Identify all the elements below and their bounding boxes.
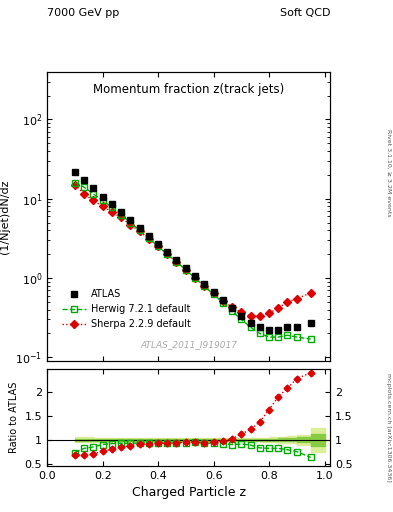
ATLAS [165, 249, 170, 255]
Herwig 7.2.1 default [211, 291, 216, 297]
Herwig 7.2.1 default [294, 334, 299, 340]
ATLAS [285, 324, 290, 330]
Sherpa 2.2.9 default [184, 266, 188, 272]
ATLAS [100, 194, 105, 200]
ATLAS [73, 168, 77, 175]
ATLAS [267, 327, 272, 333]
ATLAS [137, 225, 142, 231]
Herwig 7.2.1 default [309, 336, 313, 342]
Y-axis label: (1/Njet)dN/dz: (1/Njet)dN/dz [0, 179, 10, 253]
Text: Soft QCD: Soft QCD [280, 8, 330, 18]
Herwig 7.2.1 default [156, 243, 160, 249]
Sherpa 2.2.9 default [239, 309, 244, 315]
ATLAS [193, 273, 197, 280]
Herwig 7.2.1 default [100, 198, 105, 204]
Sherpa 2.2.9 default [109, 209, 114, 215]
Herwig 7.2.1 default [119, 211, 123, 218]
Sherpa 2.2.9 default [220, 297, 225, 304]
Herwig 7.2.1 default [128, 220, 133, 226]
Text: ATLAS_2011_I919017: ATLAS_2011_I919017 [140, 340, 237, 349]
Line: ATLAS: ATLAS [72, 168, 314, 333]
Text: Momentum fraction z(track jets): Momentum fraction z(track jets) [93, 83, 284, 96]
Sherpa 2.2.9 default [165, 251, 170, 257]
Herwig 7.2.1 default [193, 275, 197, 281]
ATLAS [91, 185, 95, 191]
Sherpa 2.2.9 default [230, 304, 234, 310]
Herwig 7.2.1 default [109, 204, 114, 210]
Herwig 7.2.1 default [146, 235, 151, 241]
Sherpa 2.2.9 default [128, 222, 133, 228]
ATLAS [220, 297, 225, 303]
Herwig 7.2.1 default [230, 308, 234, 314]
Legend: ATLAS, Herwig 7.2.1 default, Sherpa 2.2.9 default: ATLAS, Herwig 7.2.1 default, Sherpa 2.2.… [58, 286, 195, 333]
Herwig 7.2.1 default [267, 334, 272, 340]
Sherpa 2.2.9 default [267, 310, 272, 316]
ATLAS [239, 313, 244, 319]
Herwig 7.2.1 default [239, 316, 244, 323]
Herwig 7.2.1 default [202, 283, 207, 289]
Sherpa 2.2.9 default [193, 275, 197, 281]
ATLAS [211, 289, 216, 295]
Text: 7000 GeV pp: 7000 GeV pp [47, 8, 119, 18]
Herwig 7.2.1 default [137, 227, 142, 233]
Text: Rivet 3.1.10, ≥ 3.2M events: Rivet 3.1.10, ≥ 3.2M events [386, 129, 391, 217]
Herwig 7.2.1 default [165, 251, 170, 257]
Sherpa 2.2.9 default [285, 299, 290, 305]
Herwig 7.2.1 default [248, 324, 253, 330]
ATLAS [82, 177, 86, 183]
Sherpa 2.2.9 default [276, 305, 281, 311]
ATLAS [202, 281, 207, 287]
Line: Herwig 7.2.1 default: Herwig 7.2.1 default [72, 179, 314, 342]
ATLAS [248, 320, 253, 326]
ATLAS [230, 305, 234, 311]
Herwig 7.2.1 default [184, 267, 188, 273]
Herwig 7.2.1 default [91, 191, 95, 197]
ATLAS [309, 320, 313, 326]
Herwig 7.2.1 default [73, 180, 77, 186]
Herwig 7.2.1 default [276, 334, 281, 340]
ATLAS [184, 265, 188, 271]
Sherpa 2.2.9 default [257, 313, 262, 319]
Herwig 7.2.1 default [220, 300, 225, 306]
Y-axis label: Ratio to ATLAS: Ratio to ATLAS [9, 381, 19, 453]
Sherpa 2.2.9 default [211, 290, 216, 296]
Herwig 7.2.1 default [82, 184, 86, 190]
Sherpa 2.2.9 default [248, 313, 253, 319]
ATLAS [294, 324, 299, 330]
Sherpa 2.2.9 default [174, 259, 179, 265]
ATLAS [276, 327, 281, 333]
ATLAS [146, 233, 151, 239]
Herwig 7.2.1 default [257, 330, 262, 336]
Line: Sherpa 2.2.9 default: Sherpa 2.2.9 default [72, 182, 313, 319]
Text: mcplots.cern.ch [arXiv:1306.3436]: mcplots.cern.ch [arXiv:1306.3436] [386, 373, 391, 481]
ATLAS [257, 324, 262, 330]
ATLAS [174, 257, 179, 263]
Sherpa 2.2.9 default [146, 236, 151, 242]
ATLAS [156, 241, 160, 247]
Sherpa 2.2.9 default [156, 243, 160, 249]
Sherpa 2.2.9 default [73, 182, 77, 188]
Sherpa 2.2.9 default [309, 290, 313, 296]
Sherpa 2.2.9 default [82, 191, 86, 197]
Sherpa 2.2.9 default [137, 228, 142, 234]
Sherpa 2.2.9 default [119, 215, 123, 221]
ATLAS [109, 201, 114, 207]
Sherpa 2.2.9 default [91, 198, 95, 204]
X-axis label: Charged Particle z: Charged Particle z [132, 486, 246, 499]
ATLAS [128, 217, 133, 223]
Herwig 7.2.1 default [285, 332, 290, 338]
Sherpa 2.2.9 default [202, 283, 207, 289]
ATLAS [119, 209, 123, 215]
Sherpa 2.2.9 default [294, 295, 299, 302]
Sherpa 2.2.9 default [100, 203, 105, 209]
Herwig 7.2.1 default [174, 259, 179, 265]
